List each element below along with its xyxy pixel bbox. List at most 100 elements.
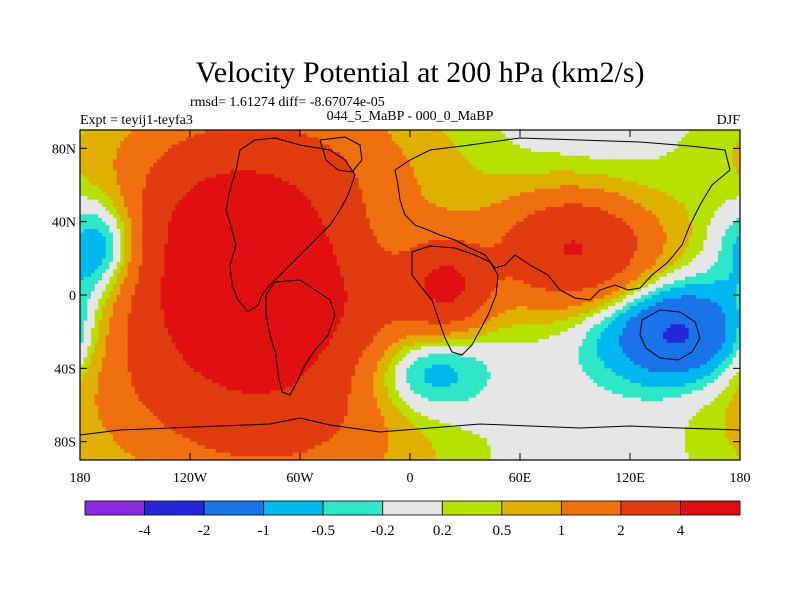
field-cell — [729, 177, 734, 182]
field-cell — [732, 185, 737, 190]
field-cell — [388, 133, 393, 138]
field-cell — [204, 163, 209, 168]
field-cell — [648, 185, 653, 190]
field-cell — [597, 221, 602, 226]
field-cell — [102, 137, 107, 142]
field-cell — [666, 192, 671, 197]
field-cell — [553, 207, 558, 212]
field-cell — [714, 152, 719, 157]
field-cell — [578, 170, 583, 175]
field-cell — [681, 199, 686, 204]
field-cell — [113, 170, 118, 175]
field-cell — [197, 155, 202, 160]
field-cell — [248, 166, 253, 171]
field-cell — [428, 225, 433, 230]
field-cell — [362, 188, 367, 193]
field-cell — [226, 203, 231, 208]
field-cell — [542, 196, 547, 201]
field-cell — [83, 163, 88, 168]
field-cell — [509, 166, 514, 171]
field-cell — [241, 218, 246, 223]
field-cell — [505, 148, 510, 153]
field-cell — [234, 196, 239, 201]
field-cell — [91, 185, 96, 190]
field-cell — [256, 218, 261, 223]
field-cell — [219, 221, 224, 226]
field-cell — [263, 218, 268, 223]
field-cell — [677, 225, 682, 230]
field-cell — [289, 137, 294, 142]
field-cell — [494, 152, 499, 157]
field-cell — [325, 221, 330, 226]
field-cell — [575, 144, 580, 149]
field-cell — [289, 163, 294, 168]
field-cell — [666, 166, 671, 171]
field-cell — [736, 163, 740, 168]
field-cell — [476, 141, 481, 146]
field-cell — [626, 192, 631, 197]
field-cell — [124, 163, 129, 168]
field-cell — [483, 130, 488, 135]
field-cell — [193, 177, 198, 182]
field-cell — [168, 159, 173, 164]
field-cell — [171, 170, 176, 175]
field-cell — [336, 203, 341, 208]
field-cell — [234, 199, 239, 204]
field-cell — [274, 177, 279, 182]
field-cell — [703, 155, 708, 160]
field-cell — [490, 221, 495, 226]
field-cell — [366, 174, 371, 179]
field-cell — [432, 199, 437, 204]
field-cell — [725, 218, 730, 223]
field-cell — [622, 218, 627, 223]
field-cell — [109, 141, 114, 146]
field-cell — [531, 152, 536, 157]
field-cell — [175, 218, 180, 223]
field-cell — [377, 207, 382, 212]
field-cell — [417, 170, 422, 175]
field-cell — [648, 174, 653, 179]
field-cell — [388, 218, 393, 223]
field-cell — [105, 137, 110, 142]
field-cell — [476, 170, 481, 175]
field-cell — [105, 159, 110, 164]
field-cell — [490, 185, 495, 190]
field-cell — [127, 155, 132, 160]
field-cell — [593, 225, 598, 230]
field-cell — [655, 148, 660, 153]
field-cell — [523, 210, 528, 215]
field-cell — [465, 203, 470, 208]
field-cell — [83, 214, 88, 219]
field-cell — [509, 207, 514, 212]
field-cell — [435, 207, 440, 212]
field-cell — [256, 159, 261, 164]
field-cell — [87, 174, 92, 179]
field-cell — [215, 177, 220, 182]
field-cell — [105, 170, 110, 175]
field-cell — [611, 163, 616, 168]
field-cell — [494, 141, 499, 146]
field-cell — [373, 221, 378, 226]
field-cell — [197, 141, 202, 146]
field-cell — [175, 133, 180, 138]
field-cell — [402, 192, 407, 197]
field-cell — [641, 166, 646, 171]
field-cell — [329, 170, 334, 175]
field-cell — [333, 133, 338, 138]
field-cell — [91, 214, 96, 219]
field-cell — [707, 225, 712, 230]
field-cell — [377, 199, 382, 204]
field-cell — [215, 152, 220, 157]
field-cell — [509, 152, 514, 157]
field-cell — [252, 177, 257, 182]
field-cell — [732, 141, 737, 146]
field-cell — [325, 133, 330, 138]
field-cell — [520, 155, 525, 160]
field-cell — [318, 214, 323, 219]
field-cell — [483, 174, 488, 179]
field-cell — [707, 214, 712, 219]
field-cell — [479, 214, 484, 219]
field-cell — [197, 203, 202, 208]
field-cell — [538, 199, 543, 204]
field-cell — [450, 192, 455, 197]
